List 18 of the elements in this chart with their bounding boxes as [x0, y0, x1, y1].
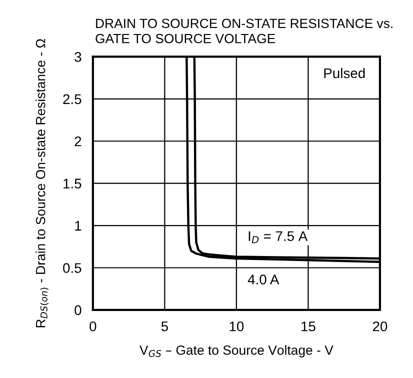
- y-tick-label: 1: [75, 221, 82, 231]
- x-axis-title: V$_{GS}$ – Gate to Source Voltage - V: [140, 345, 334, 358]
- annotation: Pulsed: [324, 68, 365, 78]
- x-tick-label: 5: [161, 322, 168, 332]
- annotation: I$_{D}$ = 7.5 A: [248, 231, 308, 244]
- chart-title: DRAIN TO SOURCE ON-STATE RESISTANCE vs. GATE TO SOURCE VOLTAGE: [96, 18, 392, 44]
- x-tick-label: 0: [90, 321, 96, 332]
- y-tick-label: 1.5: [64, 178, 82, 188]
- y-tick-label: 2.5: [63, 94, 82, 104]
- y-tick-label: 3: [74, 52, 82, 62]
- y-tick-label: 0.5: [63, 263, 82, 273]
- x-tick-label: 15: [302, 322, 316, 332]
- y-axis-title: R$_{DS(on)}$ - Drain to Source On-state Resistance - Ω: [36, 39, 48, 328]
- y-tick-label: 0: [74, 305, 82, 316]
- y-tick-label: 2: [74, 136, 82, 146]
- annotation: 4.0 A: [248, 274, 280, 284]
- x-tick-label: 10: [230, 321, 244, 332]
- x-tick-label: 20: [372, 321, 388, 332]
